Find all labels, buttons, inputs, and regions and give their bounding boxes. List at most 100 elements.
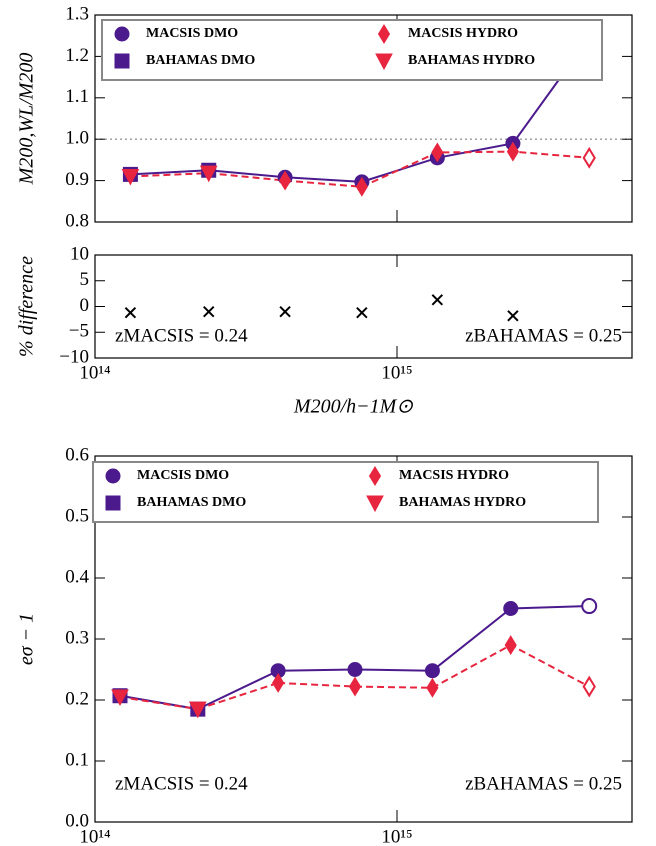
marker-shape (188, 701, 207, 719)
y-tick-label: −5 (69, 321, 89, 342)
marker (426, 677, 439, 698)
y-tick-label: 0.8 (65, 210, 89, 231)
marker (278, 170, 292, 191)
marker-shape (581, 598, 598, 615)
marker (366, 495, 384, 513)
marker-shape (504, 635, 517, 656)
marker (124, 306, 137, 319)
marker (348, 676, 362, 697)
legend-label: BAHAMAS DMO (146, 53, 255, 68)
y-tick-label: 0.2 (65, 688, 89, 709)
marker-shape (105, 468, 121, 484)
legend-label: MACSIS DMO (137, 468, 229, 483)
y-tick-label: 5 (80, 269, 90, 290)
legend-box (92, 461, 599, 523)
marker (114, 26, 130, 42)
marker (188, 701, 207, 719)
legend-label: MACSIS HYDRO (408, 26, 518, 41)
legend-label: BAHAMAS HYDRO (399, 495, 526, 510)
legend-box (101, 19, 603, 81)
y-axis-label: M200,WL/M200 (16, 53, 38, 186)
marker-shape (506, 141, 519, 162)
marker-shape (347, 662, 363, 677)
legend-label: BAHAMAS DMO (137, 495, 246, 510)
y-tick-label: 1.0 (65, 128, 89, 149)
x-tick-label: 10¹⁵ (381, 362, 412, 383)
series-join (208, 172, 286, 182)
marker (114, 53, 130, 69)
marker (121, 168, 140, 186)
annotation: zBAHAMAS = 0.25 (465, 325, 622, 346)
marker-shape (124, 306, 137, 319)
marker (504, 635, 517, 656)
marker (503, 601, 519, 616)
plot-frame (94, 455, 633, 823)
marker (431, 294, 444, 306)
marker-shape (111, 689, 129, 707)
y-tick-label: 0.0 (65, 810, 89, 831)
marker (377, 24, 391, 44)
marker-shape (377, 24, 391, 44)
series-join (197, 681, 279, 711)
marker-shape (426, 677, 439, 698)
y-tick-label: −10 (59, 346, 89, 367)
marker (375, 53, 393, 71)
y-tick-label: 10 (70, 243, 89, 264)
marker (203, 305, 215, 318)
annotation: zMACSIS = 0.24 (115, 325, 248, 346)
marker (582, 675, 596, 698)
legend-entry: MACSIS DMO (114, 26, 238, 42)
series-line (119, 695, 198, 711)
marker (199, 165, 218, 183)
legend-entry: BAHAMAS DMO (105, 495, 246, 511)
marker-shape (582, 675, 596, 698)
marker (581, 598, 598, 615)
legend-entry: BAHAMAS HYDRO (366, 495, 526, 513)
plot-frame (94, 14, 633, 223)
marker-shape (348, 676, 362, 697)
marker-shape (424, 663, 440, 679)
series-line (130, 169, 209, 176)
x-tick-label: 10¹⁴ (79, 362, 111, 383)
marker-shape (114, 26, 130, 42)
marker-shape (114, 53, 130, 69)
y-axis-label: eσ − 1 (16, 613, 38, 665)
legend-entry: BAHAMAS HYDRO (375, 53, 535, 71)
marker-shape (279, 305, 291, 318)
y-tick-label: 0.3 (65, 627, 89, 648)
marker-shape (366, 495, 384, 513)
y-tick-label: 1.1 (65, 86, 89, 107)
annotation: zBAHAMAS = 0.25 (465, 773, 622, 794)
marker (279, 305, 291, 318)
legend-label: MACSIS HYDRO (399, 468, 509, 483)
marker-shape (203, 305, 215, 318)
marker (506, 141, 519, 162)
marker-shape (368, 466, 382, 486)
legend-entry: MACSIS HYDRO (377, 24, 518, 44)
y-tick-label: 0.1 (65, 749, 89, 770)
series-join (208, 169, 286, 179)
marker (105, 495, 121, 511)
annotation: zMACSIS = 0.24 (115, 773, 248, 794)
marker (507, 310, 519, 322)
x-tick-label: 10¹⁵ (381, 826, 412, 846)
marker (111, 689, 129, 707)
legend-label: MACSIS DMO (146, 26, 238, 41)
marker-shape (503, 601, 519, 616)
marker (424, 663, 440, 679)
marker-shape (507, 310, 519, 322)
y-tick-label: 0.4 (65, 566, 89, 587)
marker-shape (355, 176, 368, 197)
marker-shape (431, 142, 444, 163)
marker (431, 142, 444, 163)
marker-shape (582, 146, 596, 169)
x-axis-label: M200/h−1M⊙ (293, 396, 413, 418)
y-tick-label: 0.5 (65, 505, 89, 526)
y-axis-label: % difference (16, 256, 38, 357)
y-tick-label: 1.3 (65, 3, 89, 24)
legend-entry: BAHAMAS DMO (114, 53, 255, 69)
marker (368, 466, 382, 486)
y-tick-label: 0.6 (65, 444, 89, 465)
